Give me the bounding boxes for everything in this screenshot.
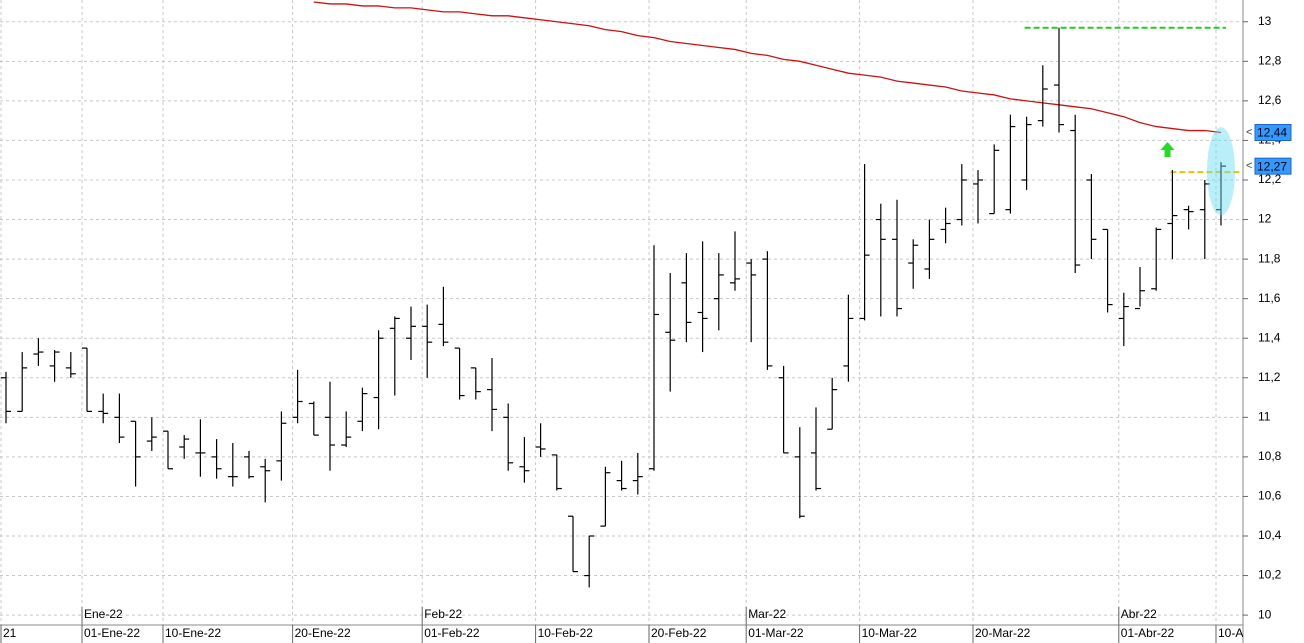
price-marker-label: 12,27 (1257, 159, 1287, 173)
x-tick-label: 21 (3, 626, 17, 640)
plot-area: Ene-22 Feb-22 Mar-22 Abr-22 (0, 0, 1243, 625)
y-tick-label: 10 (1258, 607, 1272, 621)
y-tick-label: 11,4 (1258, 330, 1281, 344)
x-tick-label: 20-Feb-22 (651, 626, 707, 640)
x-tick-label: 10-Feb-22 (538, 626, 594, 640)
x-tick-label: 20-Ene-22 (295, 626, 351, 640)
x-tick-label: 01-Abr-22 (1121, 626, 1175, 640)
moving-average-line (313, 1, 1222, 134)
y-tick-label: 10,8 (1258, 449, 1282, 463)
marker-arrow: < (1246, 160, 1252, 172)
y-tick-label: 12 (1258, 212, 1272, 226)
y-tick-label: 11,8 (1258, 251, 1281, 265)
y-tick-label: 10,2 (1258, 568, 1282, 582)
highlight (1207, 127, 1235, 216)
y-tick-label: 11,6 (1258, 291, 1281, 305)
signal-arrow (1160, 142, 1175, 157)
y-tick-label: 10,4 (1258, 528, 1282, 542)
price-marker (1254, 157, 1292, 175)
price-marker (1254, 124, 1292, 142)
y-tick-label: 11 (1258, 409, 1271, 423)
x-tick-label: 01-Mar-22 (748, 626, 804, 640)
month-label: Mar-22 (748, 607, 786, 621)
x-tick-label: 01-Ene-22 (84, 626, 140, 640)
x-tick-label: 10-Ene-22 (165, 626, 221, 640)
month-label: Ene-22 (84, 607, 123, 621)
y-tick-label: 12,8 (1258, 53, 1282, 67)
x-tick-label: 10-Abr-22 (1218, 626, 1272, 640)
y-tick-label: 12,6 (1258, 93, 1282, 107)
y-tick-label: 12,2 (1258, 172, 1282, 186)
y-tick-label: 13 (1258, 14, 1272, 28)
y-axis: 10 10,2 10,4 10,6 10,8 11 11,2 11,4 11,6 11,8 12 12… (1243, 14, 1292, 621)
month-label: Abr-22 (1121, 607, 1157, 621)
marker-arrow: < (1246, 126, 1252, 138)
y-tick-label: 11,2 (1258, 370, 1281, 384)
price-marker-label: 12,44 (1257, 126, 1287, 140)
x-tick-label: 20-Mar-22 (975, 626, 1031, 640)
x-tick-label: 10-Mar-22 (862, 626, 918, 640)
month-label: Feb-22 (424, 607, 462, 621)
y-tick-label: 10,6 (1258, 489, 1282, 503)
x-tick-label: 01-Feb-22 (424, 626, 480, 640)
